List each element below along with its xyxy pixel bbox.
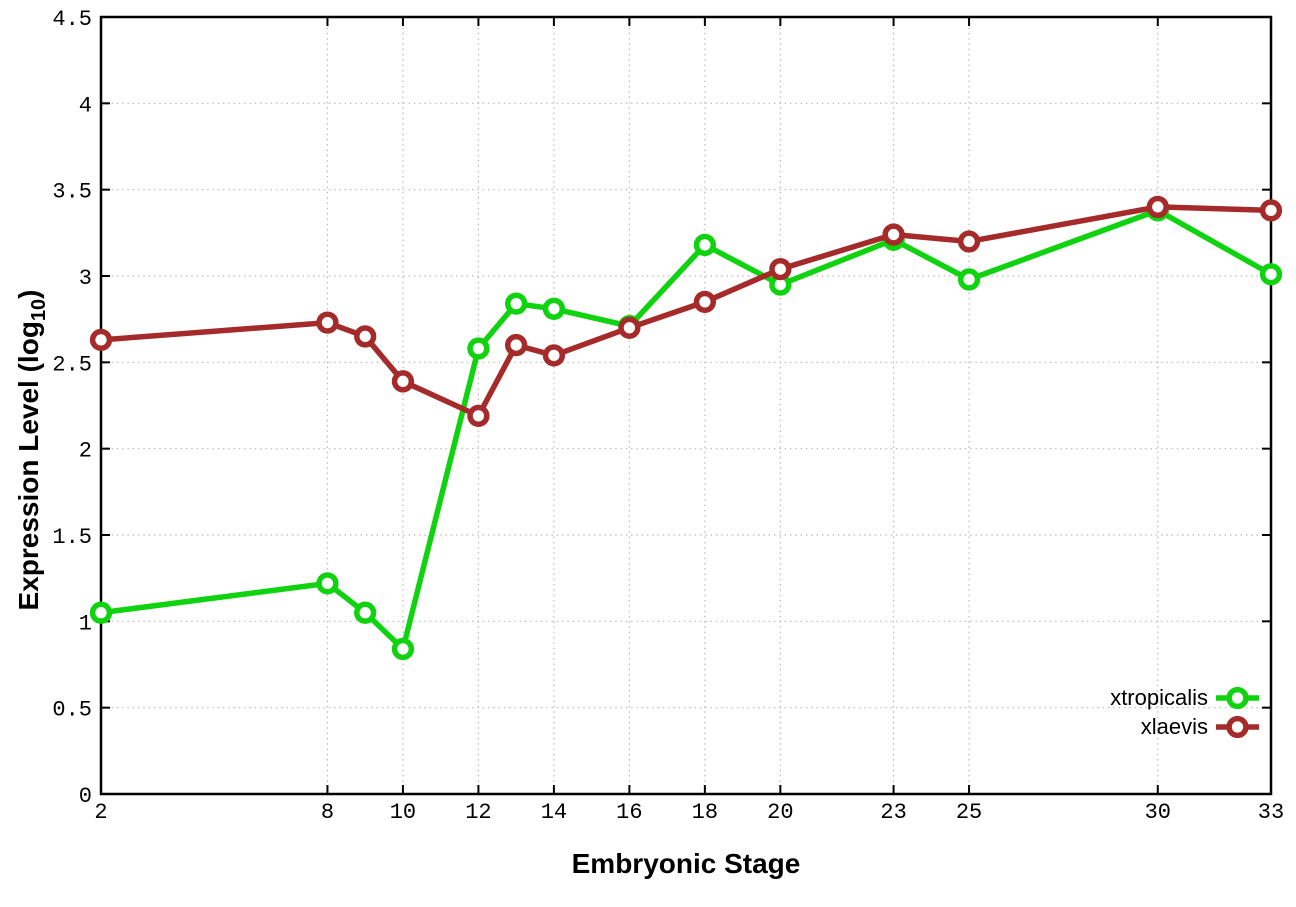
legend-marker-xlaevis xyxy=(1226,715,1249,739)
data-point-xtropicalis-10 xyxy=(391,637,415,661)
data-point-xtropicalis-8 xyxy=(316,572,339,595)
legend: xtropicalis xlaevis xyxy=(1110,685,1259,739)
data-point-xlaevis-10 xyxy=(391,370,415,393)
legend-label-xlaevis: xlaevis xyxy=(1141,714,1208,739)
data-point-xlaevis-16 xyxy=(618,316,641,339)
y-tick-label: 0.5 xyxy=(52,698,92,723)
border-layer xyxy=(99,15,1273,796)
data-point-xlaevis-13 xyxy=(505,333,528,357)
y-axis-title-close: ) xyxy=(13,290,44,299)
legend-item-xtropicalis: xtropicalis xyxy=(1110,685,1259,710)
x-tick-label: 18 xyxy=(692,800,718,825)
tick-label-layer: 0 0.5 1 1.5 2 2.5 3 3.5 4 4.5 2 8 10 12 14 16 18 20 23 25 30… xyxy=(52,7,1284,825)
series-layer xyxy=(89,195,1283,661)
data-point-xlaevis-12 xyxy=(467,404,490,428)
data-point-xlaevis-14 xyxy=(542,344,566,367)
data-point-xlaevis-9 xyxy=(354,325,377,348)
x-tick-label: 14 xyxy=(541,800,567,825)
data-point-xtropicalis-25 xyxy=(957,268,981,291)
x-tick-label: 20 xyxy=(767,800,793,825)
x-tick-label: 12 xyxy=(465,800,491,825)
data-point-xtropicalis-33 xyxy=(1259,263,1283,286)
y-tick-label: 2.5 xyxy=(52,352,92,377)
x-tick-label: 30 xyxy=(1145,800,1171,825)
x-tick-label: 16 xyxy=(616,800,642,825)
data-point-xlaevis-30 xyxy=(1146,195,1169,219)
plot-border xyxy=(99,15,1273,796)
series-line-xlaevis xyxy=(100,204,1272,420)
legend-item-xlaevis: xlaevis xyxy=(1141,714,1259,739)
legend-marker-xtropicalis xyxy=(1226,686,1249,710)
y-tick-label: 3 xyxy=(79,266,92,291)
y-tick-label: 3.5 xyxy=(52,180,92,205)
x-tick-label: 25 xyxy=(956,800,982,825)
x-tick-label: 23 xyxy=(880,800,906,825)
x-axis-title: Embryonic Stage xyxy=(572,848,801,879)
legend-label-xtropicalis: xtropicalis xyxy=(1110,685,1208,710)
data-point-xtropicalis-12 xyxy=(467,337,490,360)
y-tick-label: 1.5 xyxy=(52,525,92,550)
data-point-xlaevis-8 xyxy=(316,311,339,334)
data-point-xtropicalis-9 xyxy=(354,601,377,624)
data-point-xlaevis-25 xyxy=(957,230,981,253)
y-tick-label: 2 xyxy=(79,439,92,464)
y-axis-title-main: Expression Level (log xyxy=(13,321,44,610)
y-tick-label: 4 xyxy=(79,93,92,118)
data-point-xlaevis-2 xyxy=(89,328,113,352)
data-point-xtropicalis-2 xyxy=(89,601,113,624)
x-tick-label: 2 xyxy=(94,800,107,825)
x-tick-label: 33 xyxy=(1258,800,1284,825)
data-point-xlaevis-33 xyxy=(1259,199,1283,222)
data-point-xtropicalis-13 xyxy=(505,292,528,315)
y-tick-label: 0 xyxy=(79,784,92,809)
grid-layer xyxy=(101,17,1271,794)
y-axis-title-subscript: 10 xyxy=(28,299,50,321)
data-point-xlaevis-23 xyxy=(882,223,905,246)
y-tick-label: 1 xyxy=(79,611,92,636)
x-tick-label: 10 xyxy=(390,800,416,825)
data-point-xtropicalis-14 xyxy=(542,297,566,320)
tick-layer xyxy=(100,16,1272,795)
data-point-xtropicalis-18 xyxy=(693,233,717,257)
y-tick-label: 4.5 xyxy=(52,7,92,32)
x-tick-label: 8 xyxy=(321,800,334,825)
data-point-xlaevis-18 xyxy=(693,290,717,314)
y-axis-title: Expression Level (log10) xyxy=(13,290,50,611)
data-point-xlaevis-20 xyxy=(769,257,792,281)
